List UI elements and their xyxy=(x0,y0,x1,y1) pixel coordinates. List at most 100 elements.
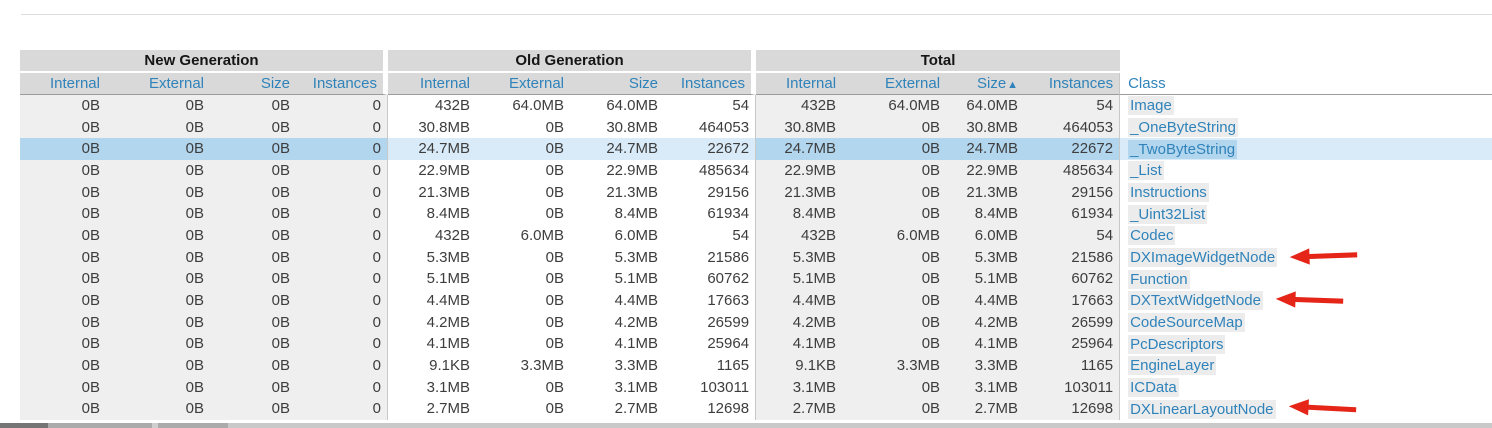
class-link[interactable]: Codec xyxy=(1128,226,1176,246)
cell-newgen-internal: 0B xyxy=(20,333,106,355)
class-link[interactable]: EngineLayer xyxy=(1128,356,1217,376)
cell-newgen-external: 0B xyxy=(106,311,210,334)
table-row[interactable]: 0B 0B 0B 0 2.7MB 0B 2.7MB 12698 2.7MB 0B 2.7MB 1269… xyxy=(20,398,1492,420)
cell-oldgen-external: 0B xyxy=(476,246,571,269)
table-row[interactable]: 0B 0B 0B 0 4.2MB 0B 4.2MB 26599 4.2MB 0B 4.2MB 2659… xyxy=(20,311,1492,334)
column-header-newgen-external[interactable]: External xyxy=(106,73,210,95)
cell-newgen-internal: 0B xyxy=(20,224,106,247)
column-group-header-row: New Generation Old Generation Total xyxy=(20,50,1492,73)
cell-total-instances: 12698 xyxy=(1024,398,1121,420)
class-link[interactable]: Instructions xyxy=(1128,182,1209,202)
cell-total-external: 0B xyxy=(842,398,947,420)
cell-oldgen-instances: 485634 xyxy=(664,159,757,182)
column-header-newgen-internal[interactable]: Internal xyxy=(20,73,106,95)
cell-oldgen-internal: 30.8MB xyxy=(388,116,477,139)
cell-class: Image xyxy=(1120,95,1492,117)
cell-total-external: 0B xyxy=(842,289,947,312)
table-row[interactable]: 0B 0B 0B 0 432B 64.0MB 64.0MB 54 432B 64.0MB 64.0M… xyxy=(20,95,1492,117)
class-link[interactable]: DXTextWidgetNode xyxy=(1128,291,1263,311)
class-link[interactable]: DXLinearLayoutNode xyxy=(1128,399,1276,419)
class-link[interactable]: DXImageWidgetNode xyxy=(1128,247,1278,267)
class-link[interactable]: PcDescriptors xyxy=(1128,334,1226,354)
cell-oldgen-size: 3.3MB xyxy=(570,354,665,377)
column-header-newgen-size[interactable]: Size xyxy=(210,73,296,95)
cell-class: DXImageWidgetNode xyxy=(1120,246,1492,269)
column-header-class[interactable]: Class xyxy=(1120,73,1492,95)
cell-total-instances: 21586 xyxy=(1024,246,1121,269)
cell-total-internal: 5.3MB xyxy=(756,246,843,269)
class-link[interactable]: _List xyxy=(1128,161,1164,181)
cell-oldgen-instances: 54 xyxy=(664,224,757,247)
cell-oldgen-internal: 24.7MB xyxy=(388,138,477,160)
table-row[interactable]: 0B 0B 0B 0 9.1KB 3.3MB 3.3MB 1165 9.1KB 3.3MB 3.3M… xyxy=(20,354,1492,377)
annotation-arrow-icon xyxy=(1288,399,1356,416)
cell-oldgen-size: 8.4MB xyxy=(570,203,665,225)
column-header-total-instances[interactable]: Instances xyxy=(1024,73,1121,95)
table-row[interactable]: 0B 0B 0B 0 4.1MB 0B 4.1MB 25964 4.1MB 0B 4.1MB 2596… xyxy=(20,333,1492,355)
cell-newgen-instances: 0 xyxy=(296,95,389,117)
cell-oldgen-instances: 26599 xyxy=(664,311,757,334)
table-row[interactable]: 0B 0B 0B 0 22.9MB 0B 22.9MB 485634 22.9MB 0B 22.9M… xyxy=(20,159,1492,182)
cell-oldgen-internal: 21.3MB xyxy=(388,181,477,204)
cell-newgen-external: 0B xyxy=(106,95,210,117)
cell-class: _Uint32List xyxy=(1120,203,1492,225)
class-link[interactable]: Image xyxy=(1128,96,1174,116)
cell-newgen-size: 0B xyxy=(210,354,296,377)
class-link[interactable]: _OneByteString xyxy=(1128,117,1238,137)
cell-total-internal: 4.4MB xyxy=(756,289,843,312)
cell-newgen-external: 0B xyxy=(106,398,210,420)
table-row[interactable]: 0B 0B 0B 0 432B 6.0MB 6.0MB 54 432B 6.0MB 6.0MB 54 C… xyxy=(20,224,1492,247)
cell-newgen-external: 0B xyxy=(106,246,210,269)
cell-total-external: 6.0MB xyxy=(842,224,947,247)
cell-oldgen-external: 0B xyxy=(476,289,571,312)
cell-oldgen-instances: 12698 xyxy=(664,398,757,420)
class-link[interactable]: _Uint32List xyxy=(1128,204,1208,224)
cell-newgen-external: 0B xyxy=(106,116,210,139)
class-link[interactable]: ICData xyxy=(1128,377,1179,397)
class-link[interactable]: Function xyxy=(1128,269,1190,289)
cell-oldgen-size: 21.3MB xyxy=(570,181,665,204)
table-row[interactable]: 0B 0B 0B 0 24.7MB 0B 24.7MB 22672 24.7MB 0B 24.7MB… xyxy=(20,138,1492,160)
cell-total-instances: 1165 xyxy=(1024,354,1121,377)
column-header-oldgen-instances[interactable]: Instances xyxy=(664,73,757,95)
cell-total-internal: 4.1MB xyxy=(756,333,843,355)
cell-total-instances: 25964 xyxy=(1024,333,1121,355)
column-header-oldgen-size[interactable]: Size xyxy=(570,73,665,95)
column-header-oldgen-internal[interactable]: Internal xyxy=(388,73,477,95)
cell-newgen-instances: 0 xyxy=(296,311,389,334)
cell-newgen-instances: 0 xyxy=(296,224,389,247)
horizontal-scrollbar[interactable] xyxy=(0,423,1492,428)
table-row[interactable]: 0B 0B 0B 0 8.4MB 0B 8.4MB 61934 8.4MB 0B 8.4MB 6193… xyxy=(20,203,1492,225)
class-link[interactable]: CodeSourceMap xyxy=(1128,312,1245,332)
cell-oldgen-size: 5.1MB xyxy=(570,268,665,290)
cell-oldgen-external: 64.0MB xyxy=(476,95,571,117)
cell-newgen-external: 0B xyxy=(106,289,210,312)
cell-total-size: 4.4MB xyxy=(946,289,1025,312)
column-header-total-internal[interactable]: Internal xyxy=(756,73,843,95)
cell-oldgen-instances: 61934 xyxy=(664,203,757,225)
column-header-total-size[interactable]: Size▲ xyxy=(946,73,1025,95)
cell-total-internal: 24.7MB xyxy=(756,138,843,160)
cell-total-size: 4.2MB xyxy=(946,311,1025,334)
cell-oldgen-internal: 5.3MB xyxy=(388,246,477,269)
cell-oldgen-size: 6.0MB xyxy=(570,224,665,247)
table-row[interactable]: 0B 0B 0B 0 5.3MB 0B 5.3MB 21586 5.3MB 0B 5.3MB 2158… xyxy=(20,246,1492,269)
cell-total-size: 22.9MB xyxy=(946,159,1025,182)
table-row[interactable]: 0B 0B 0B 0 3.1MB 0B 3.1MB 103011 3.1MB 0B 3.1MB 103… xyxy=(20,376,1492,399)
table-row[interactable]: 0B 0B 0B 0 30.8MB 0B 30.8MB 464053 30.8MB 0B 30.8M… xyxy=(20,116,1492,139)
cell-class: PcDescriptors xyxy=(1120,333,1492,355)
cell-total-size: 5.1MB xyxy=(946,268,1025,290)
cell-oldgen-size: 22.9MB xyxy=(570,159,665,182)
cell-total-instances: 54 xyxy=(1024,224,1121,247)
table-row[interactable]: 0B 0B 0B 0 4.4MB 0B 4.4MB 17663 4.4MB 0B 4.4MB 1766… xyxy=(20,289,1492,312)
column-header-oldgen-external[interactable]: External xyxy=(476,73,571,95)
scrollbar-thumb[interactable] xyxy=(0,423,48,428)
column-header-total-external[interactable]: External xyxy=(842,73,947,95)
cell-newgen-size: 0B xyxy=(210,268,296,290)
class-link[interactable]: _TwoByteString xyxy=(1128,139,1238,159)
cell-oldgen-instances: 464053 xyxy=(664,116,757,139)
table-row[interactable]: 0B 0B 0B 0 21.3MB 0B 21.3MB 29156 21.3MB 0B 21.3MB… xyxy=(20,181,1492,204)
scrollbar-track-segment xyxy=(48,423,152,428)
table-row[interactable]: 0B 0B 0B 0 5.1MB 0B 5.1MB 60762 5.1MB 0B 5.1MB 6076… xyxy=(20,268,1492,290)
column-header-newgen-instances[interactable]: Instances xyxy=(296,73,389,95)
